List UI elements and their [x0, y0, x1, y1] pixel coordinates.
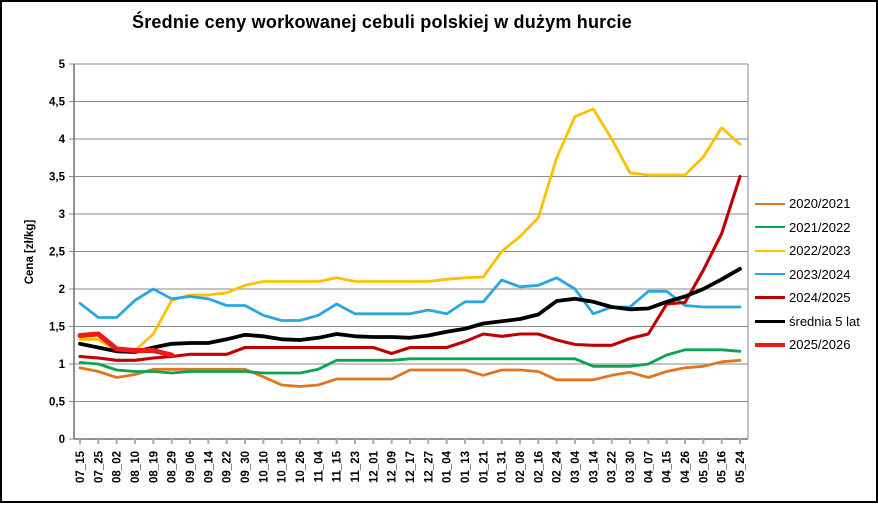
axes — [69, 63, 749, 444]
x-tick-label: 04_15 — [662, 450, 674, 483]
y-tick-label: 2 — [59, 284, 65, 296]
legend-label: 2022/2023 — [789, 243, 851, 259]
x-tick-label: 10_26 — [295, 451, 307, 483]
x-tick-label: 05_24 — [735, 450, 747, 483]
gridlines — [74, 63, 748, 440]
x-tick-label: 09_06 — [185, 451, 197, 483]
legend-swatch — [755, 342, 785, 347]
axis-tick-labels: 0 0,5 1 1,5 2 2,5 3 3,5 4 4,5 5 07_15 07_25 08_02 08_1… — [49, 59, 747, 483]
x-tick-label: 08_02 — [112, 451, 124, 483]
series-line-2021-2022 — [78, 348, 742, 375]
x-tick-label: 07_25 — [93, 450, 105, 483]
y-tick-label: 1,5 — [49, 322, 66, 334]
x-tick-label: 05_16 — [717, 451, 729, 483]
legend-item: 2022/2023 — [755, 239, 860, 263]
x-tick-label: 07_15 — [75, 450, 87, 483]
x-tick-label: 03_30 — [625, 451, 637, 483]
legend-swatch — [755, 202, 785, 205]
legend-swatch — [755, 226, 785, 229]
legend-item: 2025/2026 — [755, 333, 860, 357]
x-tick-label: 09_30 — [240, 451, 252, 483]
y-tick-label: 2,5 — [49, 247, 66, 259]
legend-item: 2020/2021 — [755, 192, 860, 216]
x-tick-label: 08_10 — [130, 451, 142, 483]
x-tick-label: 12_09 — [387, 451, 399, 483]
legend-label: 2023/2024 — [789, 266, 851, 282]
legend-label: 2020/2021 — [789, 196, 851, 212]
x-tick-label: 11_15 — [332, 450, 344, 482]
legend-swatch — [755, 319, 785, 323]
legend-item: średnia 5 lat — [755, 310, 860, 334]
x-tick-label: 10_10 — [258, 451, 270, 483]
x-tick-label: 08_29 — [167, 451, 179, 483]
y-tick-label: 4,5 — [49, 97, 66, 109]
x-tick-label: 04_26 — [680, 451, 692, 483]
x-tick-label: 11_23 — [350, 451, 362, 482]
x-tick-label: 12_01 — [368, 450, 380, 483]
y-tick-label: 0,5 — [49, 397, 66, 409]
y-tick-label: 1 — [59, 359, 66, 371]
x-tick-label: 01_31 — [497, 450, 509, 483]
x-tick-label: 10_18 — [277, 450, 289, 483]
legend-label: 2021/2022 — [789, 219, 851, 235]
x-tick-label: 01_21 — [478, 450, 490, 483]
y-axis-title: Cena [zł/kg] — [24, 220, 36, 285]
legend-label: 2024/2025 — [789, 290, 851, 306]
x-tick-label: 01_13 — [460, 451, 472, 483]
x-tick-label: 03_04 — [570, 450, 582, 483]
series-lines — [77, 107, 742, 388]
legend-swatch — [755, 273, 785, 276]
x-tick-label: 02_16 — [533, 451, 545, 483]
x-tick-label: 04_07 — [643, 451, 655, 483]
legend-label: 2025/2026 — [789, 337, 851, 353]
legend-item: 2024/2025 — [755, 286, 860, 310]
y-tick-label: 3,5 — [49, 172, 66, 184]
x-tick-label: 01_04 — [442, 450, 454, 483]
legend-swatch — [755, 249, 785, 252]
x-tick-label: 11_04 — [313, 450, 325, 482]
y-tick-label: 4 — [59, 134, 66, 146]
legend-item: 2021/2022 — [755, 216, 860, 240]
series-line-2020-2021 — [78, 358, 742, 388]
series-line-2024-2025 — [78, 174, 742, 362]
legend-item: 2023/2024 — [755, 263, 860, 287]
x-tick-label: 02_08 — [515, 450, 527, 483]
x-tick-label: 05_05 — [698, 450, 710, 483]
y-tick-label: 3 — [59, 209, 65, 221]
legend-swatch — [755, 296, 785, 300]
chart-legend: 2020/2021 2021/2022 2022/2023 2023/2024 2024… — [755, 192, 860, 357]
x-tick-label: 02_24 — [552, 450, 564, 483]
series-line-2023-2024 — [78, 276, 742, 322]
chart-title: Średnie ceny workowanej cebuli polskiej … — [132, 12, 632, 32]
legend-label: średnia 5 lat — [789, 313, 860, 329]
x-tick-label: 12_27 — [423, 451, 435, 483]
x-tick-label: 09_14 — [203, 450, 215, 483]
series-line-2025-2026 — [77, 331, 175, 358]
x-tick-label: 12_17 — [405, 451, 417, 483]
x-tick-label: 03_14 — [588, 450, 600, 483]
series-line-średnia-5-lat — [78, 266, 742, 354]
y-tick-label: 0 — [59, 434, 65, 446]
x-tick-label: 08_19 — [148, 451, 160, 483]
x-tick-label: 03_22 — [607, 451, 619, 483]
series-line-2022-2023 — [78, 107, 742, 352]
y-tick-label: 5 — [59, 59, 66, 71]
x-tick-label: 09_22 — [222, 451, 234, 483]
